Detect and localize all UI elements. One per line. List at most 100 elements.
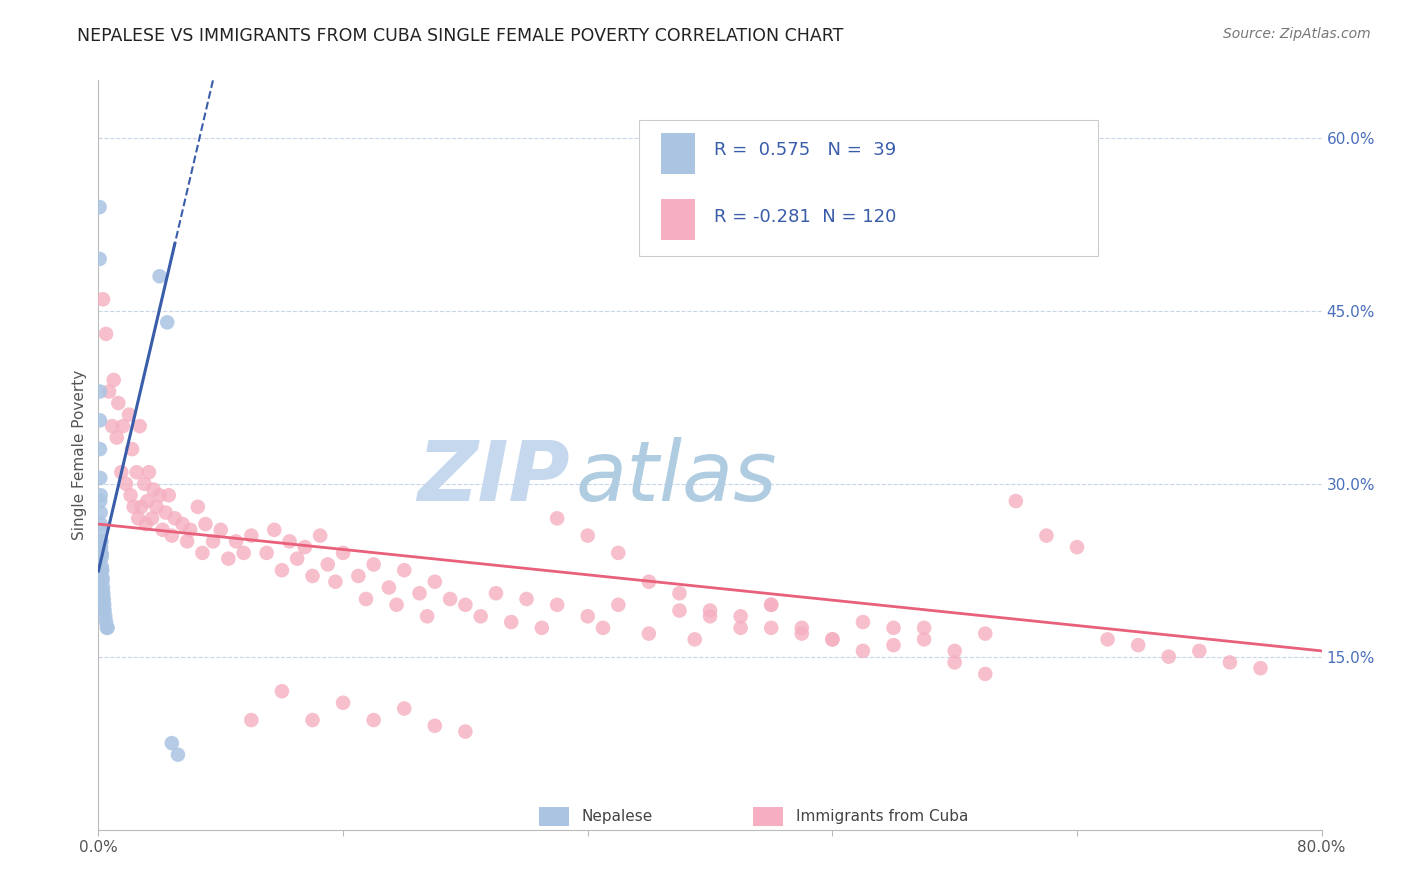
Point [1188, 644, 1211, 658]
Point [187, 500, 209, 514]
Point [120, 488, 142, 502]
Point [191, 546, 214, 560]
Point [943, 656, 966, 670]
Point [118, 408, 141, 422]
Point [90, 488, 112, 502]
Point [332, 696, 354, 710]
Point [101, 419, 124, 434]
Point [592, 621, 614, 635]
Point [363, 713, 385, 727]
Point [423, 574, 446, 589]
Point [110, 465, 132, 479]
Point [883, 638, 905, 652]
Point [115, 476, 138, 491]
Point [1249, 661, 1271, 675]
Point [121, 442, 143, 457]
Point [89, 442, 111, 457]
Point [912, 632, 935, 647]
Point [96, 621, 118, 635]
Point [730, 609, 752, 624]
Point [232, 546, 254, 560]
FancyBboxPatch shape [752, 807, 783, 826]
Point [730, 621, 752, 635]
Point [301, 713, 323, 727]
Point [194, 517, 217, 532]
Point [167, 747, 190, 762]
Point [470, 609, 492, 624]
Point [332, 546, 354, 560]
Point [546, 511, 568, 525]
Point [160, 528, 183, 542]
Point [943, 644, 966, 658]
Point [135, 517, 157, 532]
Point [278, 534, 301, 549]
Point [385, 598, 408, 612]
Point [105, 431, 128, 445]
Point [668, 586, 690, 600]
Point [759, 621, 782, 635]
Point [974, 667, 997, 681]
Point [392, 563, 416, 577]
Point [759, 598, 782, 612]
Point [157, 488, 180, 502]
Point [408, 586, 430, 600]
Text: atlas: atlas [575, 437, 778, 518]
Point [90, 540, 112, 554]
FancyBboxPatch shape [640, 120, 1098, 256]
Point [122, 500, 145, 514]
Point [285, 551, 308, 566]
Point [294, 540, 316, 554]
Point [790, 626, 813, 640]
FancyBboxPatch shape [661, 133, 696, 174]
Point [439, 592, 461, 607]
Point [90, 534, 112, 549]
Point [416, 609, 439, 624]
Point [176, 534, 198, 549]
Point [1157, 649, 1180, 664]
Point [240, 713, 263, 727]
Point [103, 373, 125, 387]
Point [111, 419, 134, 434]
Point [163, 511, 186, 525]
Point [91, 293, 114, 307]
Point [90, 534, 112, 549]
Point [94, 609, 117, 624]
Point [89, 471, 111, 485]
Point [91, 586, 114, 600]
Point [454, 598, 477, 612]
Point [128, 419, 150, 434]
Point [90, 546, 112, 560]
Point [94, 326, 117, 341]
Point [90, 517, 112, 532]
Point [225, 534, 247, 549]
Point [974, 626, 997, 640]
Point [821, 632, 844, 647]
Point [91, 574, 114, 589]
Point [136, 494, 159, 508]
Point [156, 315, 179, 329]
Point [129, 500, 152, 514]
Point [637, 626, 661, 640]
FancyBboxPatch shape [661, 199, 696, 240]
Point [97, 621, 120, 635]
Text: R = -0.281  N = 120: R = -0.281 N = 120 [714, 209, 896, 227]
Point [240, 528, 263, 542]
Text: Nepalese: Nepalese [582, 808, 652, 823]
Point [668, 603, 690, 617]
Point [134, 476, 156, 491]
Point [576, 609, 599, 624]
Point [576, 528, 599, 542]
Point [378, 581, 401, 595]
Point [699, 603, 721, 617]
Point [454, 724, 477, 739]
Point [89, 200, 111, 214]
Point [90, 563, 112, 577]
Point [912, 621, 935, 635]
Point [91, 571, 114, 585]
Point [93, 603, 115, 617]
Point [89, 413, 111, 427]
Point [1035, 528, 1057, 542]
Point [149, 269, 172, 284]
Point [107, 396, 129, 410]
Point [309, 528, 332, 542]
